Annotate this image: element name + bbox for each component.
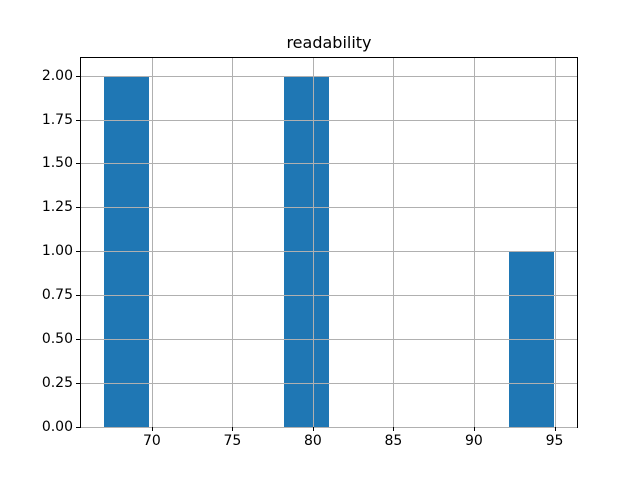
y-tick-label: 0.00: [41, 419, 73, 435]
y-tick-mark: [76, 295, 80, 297]
x-tick-label: 80: [303, 433, 322, 449]
gridline-vertical: [151, 58, 153, 427]
y-tick-mark: [76, 163, 80, 165]
y-tick-label: 0.75: [41, 287, 73, 304]
gridline-horizontal: [81, 295, 577, 297]
gridline-vertical: [393, 58, 395, 427]
x-tick-label: 75: [223, 433, 242, 449]
gridline-horizontal: [81, 207, 577, 209]
y-tick-label: 0.50: [41, 331, 73, 348]
gridline-vertical: [554, 58, 556, 427]
y-tick-mark: [76, 339, 80, 341]
y-tick-label: 1.25: [41, 199, 73, 216]
gridline-horizontal: [81, 119, 577, 121]
x-tick-label: 95: [545, 433, 564, 449]
y-tick-mark: [76, 427, 80, 428]
y-tick-mark: [76, 207, 80, 209]
gridline-vertical: [312, 58, 314, 427]
x-tick-label: 70: [142, 433, 161, 449]
y-tick-mark: [76, 119, 80, 121]
x-tick-label: 85: [384, 433, 403, 449]
y-tick-mark: [76, 251, 80, 253]
y-tick-label: 1.00: [41, 243, 73, 260]
x-tick-label: 90: [464, 433, 483, 449]
x-tick-mark: [151, 427, 153, 431]
plot-area: 70 75 80 85 90 95 0.00 0.25 0.50 0.75 1.00 1.25 1.50…: [42, 57, 578, 449]
y-tick-label: 2.00: [41, 67, 73, 84]
gridline-horizontal: [81, 383, 577, 385]
y-tick-label: 1.50: [41, 155, 73, 172]
gridline-horizontal: [81, 339, 577, 341]
gridline-horizontal: [81, 427, 577, 428]
gridline-horizontal: [81, 251, 577, 253]
x-tick-mark: [232, 427, 234, 431]
y-tick-label: 1.75: [41, 111, 73, 128]
x-tick-mark: [473, 427, 475, 431]
x-tick-mark: [554, 427, 556, 431]
gridline-horizontal: [81, 75, 577, 77]
x-tick-mark: [312, 427, 314, 431]
gridline-vertical: [232, 58, 234, 427]
chart-title: readability: [286, 33, 372, 52]
y-tick-mark: [76, 383, 80, 385]
y-tick-label: 0.25: [41, 375, 73, 392]
y-tick-mark: [76, 75, 80, 77]
x-tick-mark: [393, 427, 395, 431]
gridline-horizontal: [81, 163, 577, 165]
gridline-vertical: [473, 58, 475, 427]
